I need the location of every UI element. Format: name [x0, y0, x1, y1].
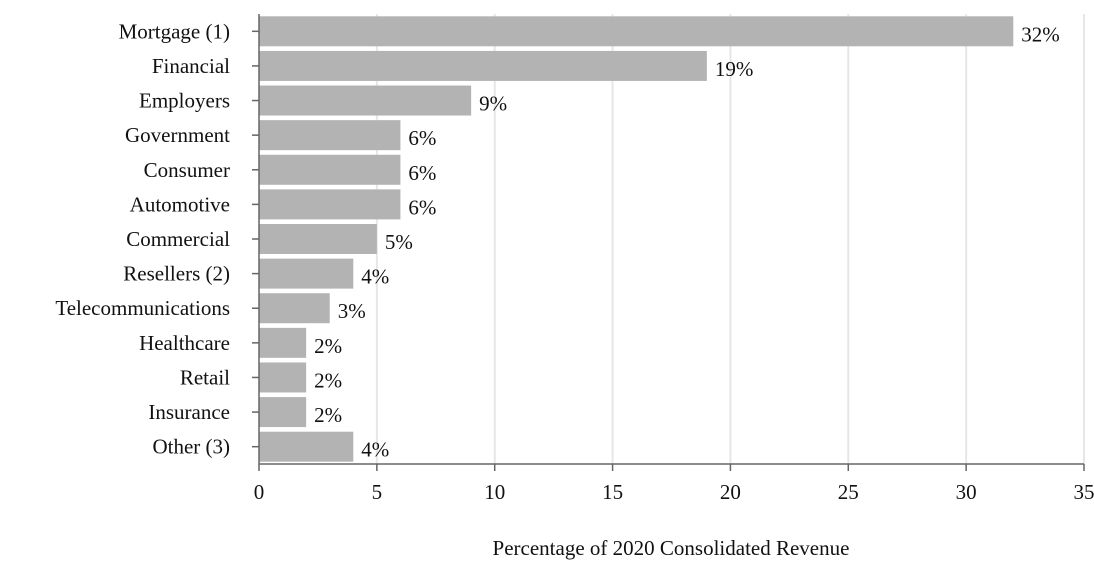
- bar-data-labels: 32% 19% 9% 6% 6% 6% 5% 4% 3% 2% 2% 2% 4%: [314, 22, 1060, 461]
- y-tick-label: Commercial: [126, 227, 230, 251]
- bar: [259, 431, 354, 462]
- bar-data-label: 4%: [361, 265, 389, 289]
- x-tick-label: 5: [372, 480, 383, 504]
- bar-data-label: 6%: [408, 126, 436, 150]
- x-axis-title: Percentage of 2020 Consolidated Revenue: [493, 536, 850, 560]
- y-tick-label: Automotive: [130, 192, 230, 216]
- bar-data-label: 9%: [479, 92, 507, 116]
- x-tick-label: 0: [254, 480, 265, 504]
- x-tick-label: 30: [956, 480, 977, 504]
- y-tick-label: Financial: [152, 54, 230, 78]
- y-tick-label: Healthcare: [139, 331, 230, 355]
- bar: [259, 258, 354, 289]
- bar-data-label: 6%: [408, 161, 436, 185]
- y-tick-label: Consumer: [144, 158, 230, 182]
- bar-series: [259, 16, 1014, 462]
- bar-data-label: 32%: [1021, 22, 1059, 46]
- bar: [259, 120, 401, 151]
- bar: [259, 397, 307, 428]
- bar: [259, 50, 707, 81]
- x-tick-label: 20: [720, 480, 741, 504]
- bar-data-label: 2%: [314, 403, 342, 427]
- y-tick-label: Retail: [180, 365, 230, 389]
- y-tick-label: Employers: [139, 89, 230, 113]
- bar-data-label: 2%: [314, 368, 342, 392]
- y-tick-label: Insurance: [148, 400, 230, 424]
- bar: [259, 293, 330, 324]
- bar-data-label: 5%: [385, 230, 413, 254]
- y-tick-label: Other (3): [152, 435, 230, 459]
- bar-data-label: 2%: [314, 334, 342, 358]
- x-axis: 0 5 10 15 20 25 30 35: [254, 463, 1094, 504]
- bar-data-label: 3%: [338, 299, 366, 323]
- bar: [259, 85, 472, 116]
- y-tick-label: Telecommunications: [55, 296, 230, 320]
- vertical-gridlines: [375, 14, 1085, 464]
- y-axis: Mortgage (1) Financial Employers Government…: [55, 14, 260, 464]
- bar-data-label: 4%: [361, 438, 389, 462]
- bar-data-label: 19%: [715, 57, 754, 81]
- bar: [259, 189, 401, 220]
- x-tick-label: 15: [602, 480, 623, 504]
- bar: [259, 327, 307, 358]
- x-tick-label: 10: [484, 480, 505, 504]
- bar: [259, 224, 377, 254]
- y-tick-label: Mortgage (1): [119, 19, 230, 43]
- y-tick-label: Resellers (2): [123, 262, 230, 286]
- x-tick-label: 35: [1074, 480, 1094, 504]
- bar: [259, 154, 401, 185]
- bar: [259, 362, 307, 393]
- y-tick-label: Government: [125, 123, 230, 147]
- bar-data-label: 6%: [408, 195, 436, 219]
- bar: [259, 16, 1014, 47]
- x-tick-label: 25: [838, 480, 859, 504]
